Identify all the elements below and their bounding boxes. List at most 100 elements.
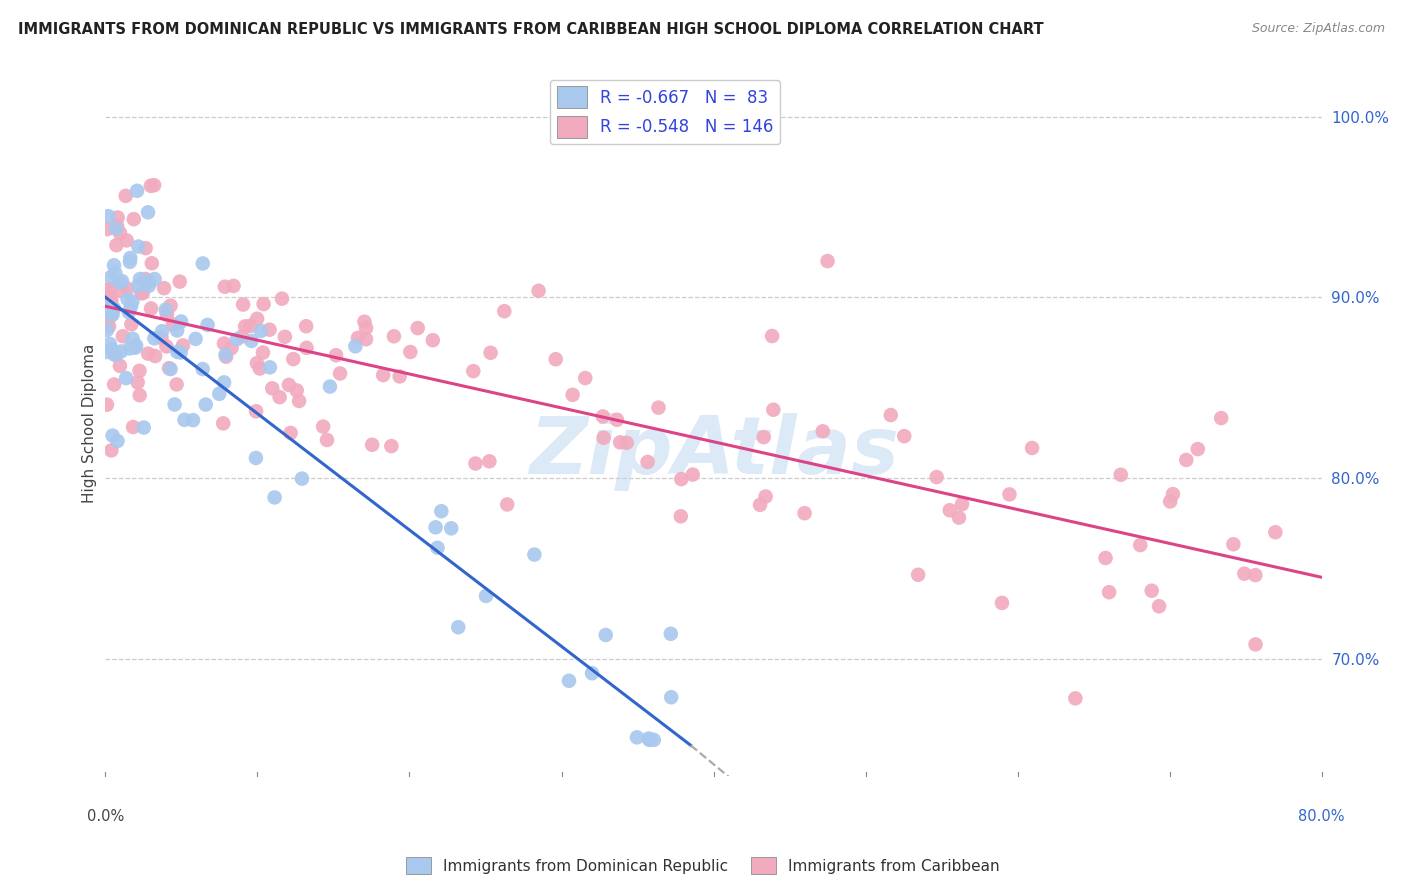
Point <box>637 455 659 469</box>
Point <box>108 359 131 373</box>
Point <box>150 324 173 338</box>
Point <box>817 254 839 268</box>
Legend: R = -0.667   N =  83, R = -0.548   N = 146: R = -0.667 N = 83, R = -0.548 N = 146 <box>550 79 780 145</box>
Point <box>948 510 970 524</box>
Point <box>103 377 125 392</box>
Point <box>425 520 447 534</box>
Point <box>295 341 318 355</box>
Point <box>143 331 166 345</box>
Point <box>637 731 659 746</box>
Point <box>110 344 132 359</box>
Point <box>166 344 188 359</box>
Point <box>295 319 318 334</box>
Point <box>252 297 274 311</box>
Point <box>127 376 149 390</box>
Point <box>170 314 193 328</box>
Point <box>671 472 693 486</box>
Point <box>344 339 367 353</box>
Point <box>447 620 470 634</box>
Point <box>101 307 124 321</box>
Point <box>97 209 120 223</box>
Point <box>277 378 299 392</box>
Point <box>246 311 269 326</box>
Point <box>426 541 449 555</box>
Point <box>197 318 219 332</box>
Point <box>762 402 785 417</box>
Point <box>100 270 122 285</box>
Point <box>103 344 125 359</box>
Point <box>97 345 120 359</box>
Point <box>523 548 546 562</box>
Point <box>117 293 139 307</box>
Point <box>280 425 302 440</box>
Point <box>127 278 149 293</box>
Point <box>132 285 155 300</box>
Point <box>319 379 342 393</box>
Point <box>592 431 614 445</box>
Point <box>98 291 121 305</box>
Point <box>231 329 253 343</box>
Point <box>128 364 150 378</box>
Point <box>1244 637 1267 651</box>
Point <box>101 428 124 442</box>
Point <box>354 332 377 346</box>
Point <box>104 266 127 280</box>
Point <box>194 398 217 412</box>
Point <box>494 304 516 318</box>
Point <box>347 331 370 345</box>
Point <box>134 272 156 286</box>
Point <box>479 345 502 359</box>
Point <box>98 319 121 334</box>
Point <box>121 294 143 309</box>
Point <box>96 323 118 337</box>
Point <box>1129 538 1152 552</box>
Legend: Immigrants from Dominican Republic, Immigrants from Caribbean: Immigrants from Dominican Republic, Immi… <box>401 851 1005 880</box>
Point <box>118 305 141 319</box>
Point <box>155 302 177 317</box>
Point <box>1147 599 1170 614</box>
Point <box>1222 537 1244 551</box>
Point <box>245 450 267 465</box>
Point <box>191 256 214 270</box>
Point <box>252 345 274 359</box>
Point <box>574 371 596 385</box>
Point <box>616 435 638 450</box>
Point <box>225 332 247 346</box>
Point <box>111 274 134 288</box>
Point <box>135 241 157 255</box>
Point <box>907 567 929 582</box>
Point <box>354 321 377 335</box>
Point <box>143 178 166 193</box>
Point <box>212 417 235 431</box>
Point <box>111 284 134 298</box>
Point <box>208 387 231 401</box>
Point <box>115 234 138 248</box>
Point <box>262 381 284 395</box>
Point <box>97 313 120 327</box>
Point <box>98 282 121 296</box>
Point <box>682 467 704 482</box>
Point <box>1187 442 1209 456</box>
Point <box>1161 487 1184 501</box>
Point <box>159 299 181 313</box>
Point <box>312 419 335 434</box>
Point <box>118 255 141 269</box>
Point <box>122 212 145 227</box>
Point <box>638 732 661 747</box>
Point <box>122 420 145 434</box>
Point <box>382 329 405 343</box>
Point <box>329 367 352 381</box>
Point <box>120 251 142 265</box>
Point <box>103 348 125 362</box>
Point <box>246 356 269 370</box>
Point <box>115 371 138 385</box>
Point <box>595 628 617 642</box>
Point <box>125 184 148 198</box>
Point <box>240 334 263 348</box>
Point <box>659 627 682 641</box>
Point <box>169 275 191 289</box>
Point <box>184 332 207 346</box>
Point <box>271 292 294 306</box>
Point <box>129 272 152 286</box>
Point <box>1211 411 1233 425</box>
